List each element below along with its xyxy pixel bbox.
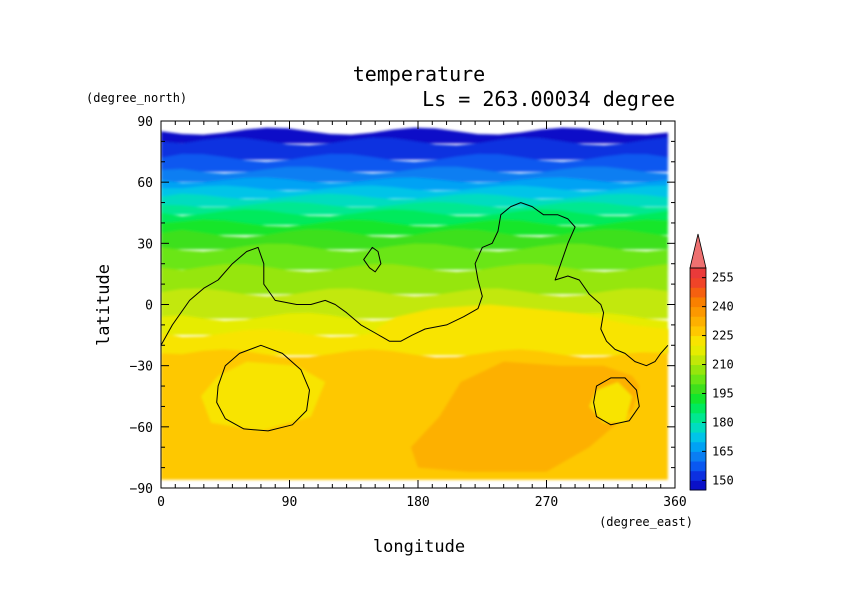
- field-region: [375, 304, 668, 354]
- chart-subtitle: Ls = 263.00034 degree: [422, 87, 675, 111]
- y-tick-label: −30: [130, 360, 153, 375]
- colorbar-swatch: [690, 393, 706, 404]
- contour-layer: [161, 202, 669, 432]
- colorbar-swatch: [690, 287, 706, 298]
- x-tick-label: 360: [663, 495, 686, 510]
- y-tick-label: −90: [130, 482, 153, 497]
- y-tick-label: 90: [137, 115, 153, 130]
- field-region: [201, 361, 326, 431]
- x-axis: 0 90 180 270 360: [157, 121, 687, 510]
- temperature-field: [161, 127, 669, 480]
- colorbar-label: 165: [712, 444, 734, 458]
- y-tick-label: 60: [137, 176, 153, 191]
- warm-region-layer: [201, 304, 668, 472]
- x-tick-label: 270: [535, 495, 558, 510]
- colorbar-label: 150: [712, 473, 734, 487]
- latitude-band: [161, 219, 668, 236]
- field-region: [589, 382, 633, 423]
- colorbar-swatch: [690, 364, 706, 375]
- y-axis-label: latitude: [94, 264, 114, 346]
- colorbar-swatch: [690, 374, 706, 385]
- colorbar-label: 195: [712, 386, 734, 400]
- colorbar-label: 210: [712, 358, 734, 372]
- colorbar-swatch: [690, 345, 706, 356]
- colorbar-swatch: [690, 316, 706, 327]
- colorbar-swatch: [690, 412, 706, 423]
- y-tick-label: 0: [145, 299, 153, 314]
- colorbar-swatch: [690, 335, 706, 346]
- contour-line: [161, 202, 669, 367]
- colorbar-label: 225: [712, 329, 734, 343]
- contour-line: [593, 377, 640, 426]
- colorbar-swatch: [690, 451, 706, 462]
- colorbar-swatch: [690, 296, 706, 308]
- latitude-band: [161, 243, 668, 270]
- y-tick-label: 30: [137, 237, 153, 252]
- colorbar-swatch: [690, 306, 706, 317]
- latitude-band: [161, 137, 668, 160]
- y-axis-units: (degree_north): [86, 91, 187, 105]
- colorbar-swatch: [690, 403, 706, 414]
- x-tick-label: 0: [157, 495, 165, 510]
- colorbar-swatch: [690, 441, 706, 452]
- colorbar-swatch: [690, 277, 706, 288]
- y-tick-label: −60: [130, 421, 153, 436]
- colorbar-frame: [689, 267, 707, 491]
- contour-line: [216, 344, 310, 432]
- colorbar-extend-arrow: [689, 233, 707, 269]
- colorbar-swatch: [690, 383, 706, 394]
- colorbar: 255 240 225 210 195 180 165 150: [689, 233, 734, 491]
- colorbar-swatch: [690, 354, 706, 366]
- colorbar-swatch: [690, 422, 706, 433]
- colorbar-swatch: [690, 268, 706, 279]
- colorbar-label: 180: [712, 415, 734, 429]
- colorbar-label: 255: [712, 271, 734, 285]
- latitude-band: [161, 177, 668, 191]
- colorbar-swatch: [690, 325, 706, 337]
- x-tick-label: 90: [282, 495, 298, 510]
- colorbar-swatch: [690, 470, 706, 481]
- chart-title: temperature: [353, 62, 485, 86]
- y-axis: 90 60 30 0 −30 −60 −90: [130, 115, 675, 497]
- latitude-band: [161, 264, 668, 295]
- colorbar-label: 240: [712, 300, 734, 314]
- field-region: [410, 361, 640, 472]
- latitude-band: [161, 185, 668, 199]
- contour-line: [363, 246, 382, 273]
- x-axis-label: longitude: [373, 537, 465, 557]
- colorbar-swatch: [690, 480, 706, 491]
- colorbar-swatch: [690, 461, 706, 472]
- colorbar-swatch: [690, 432, 706, 443]
- x-tick-label: 180: [406, 495, 429, 510]
- x-axis-units: (degree_east): [599, 515, 693, 529]
